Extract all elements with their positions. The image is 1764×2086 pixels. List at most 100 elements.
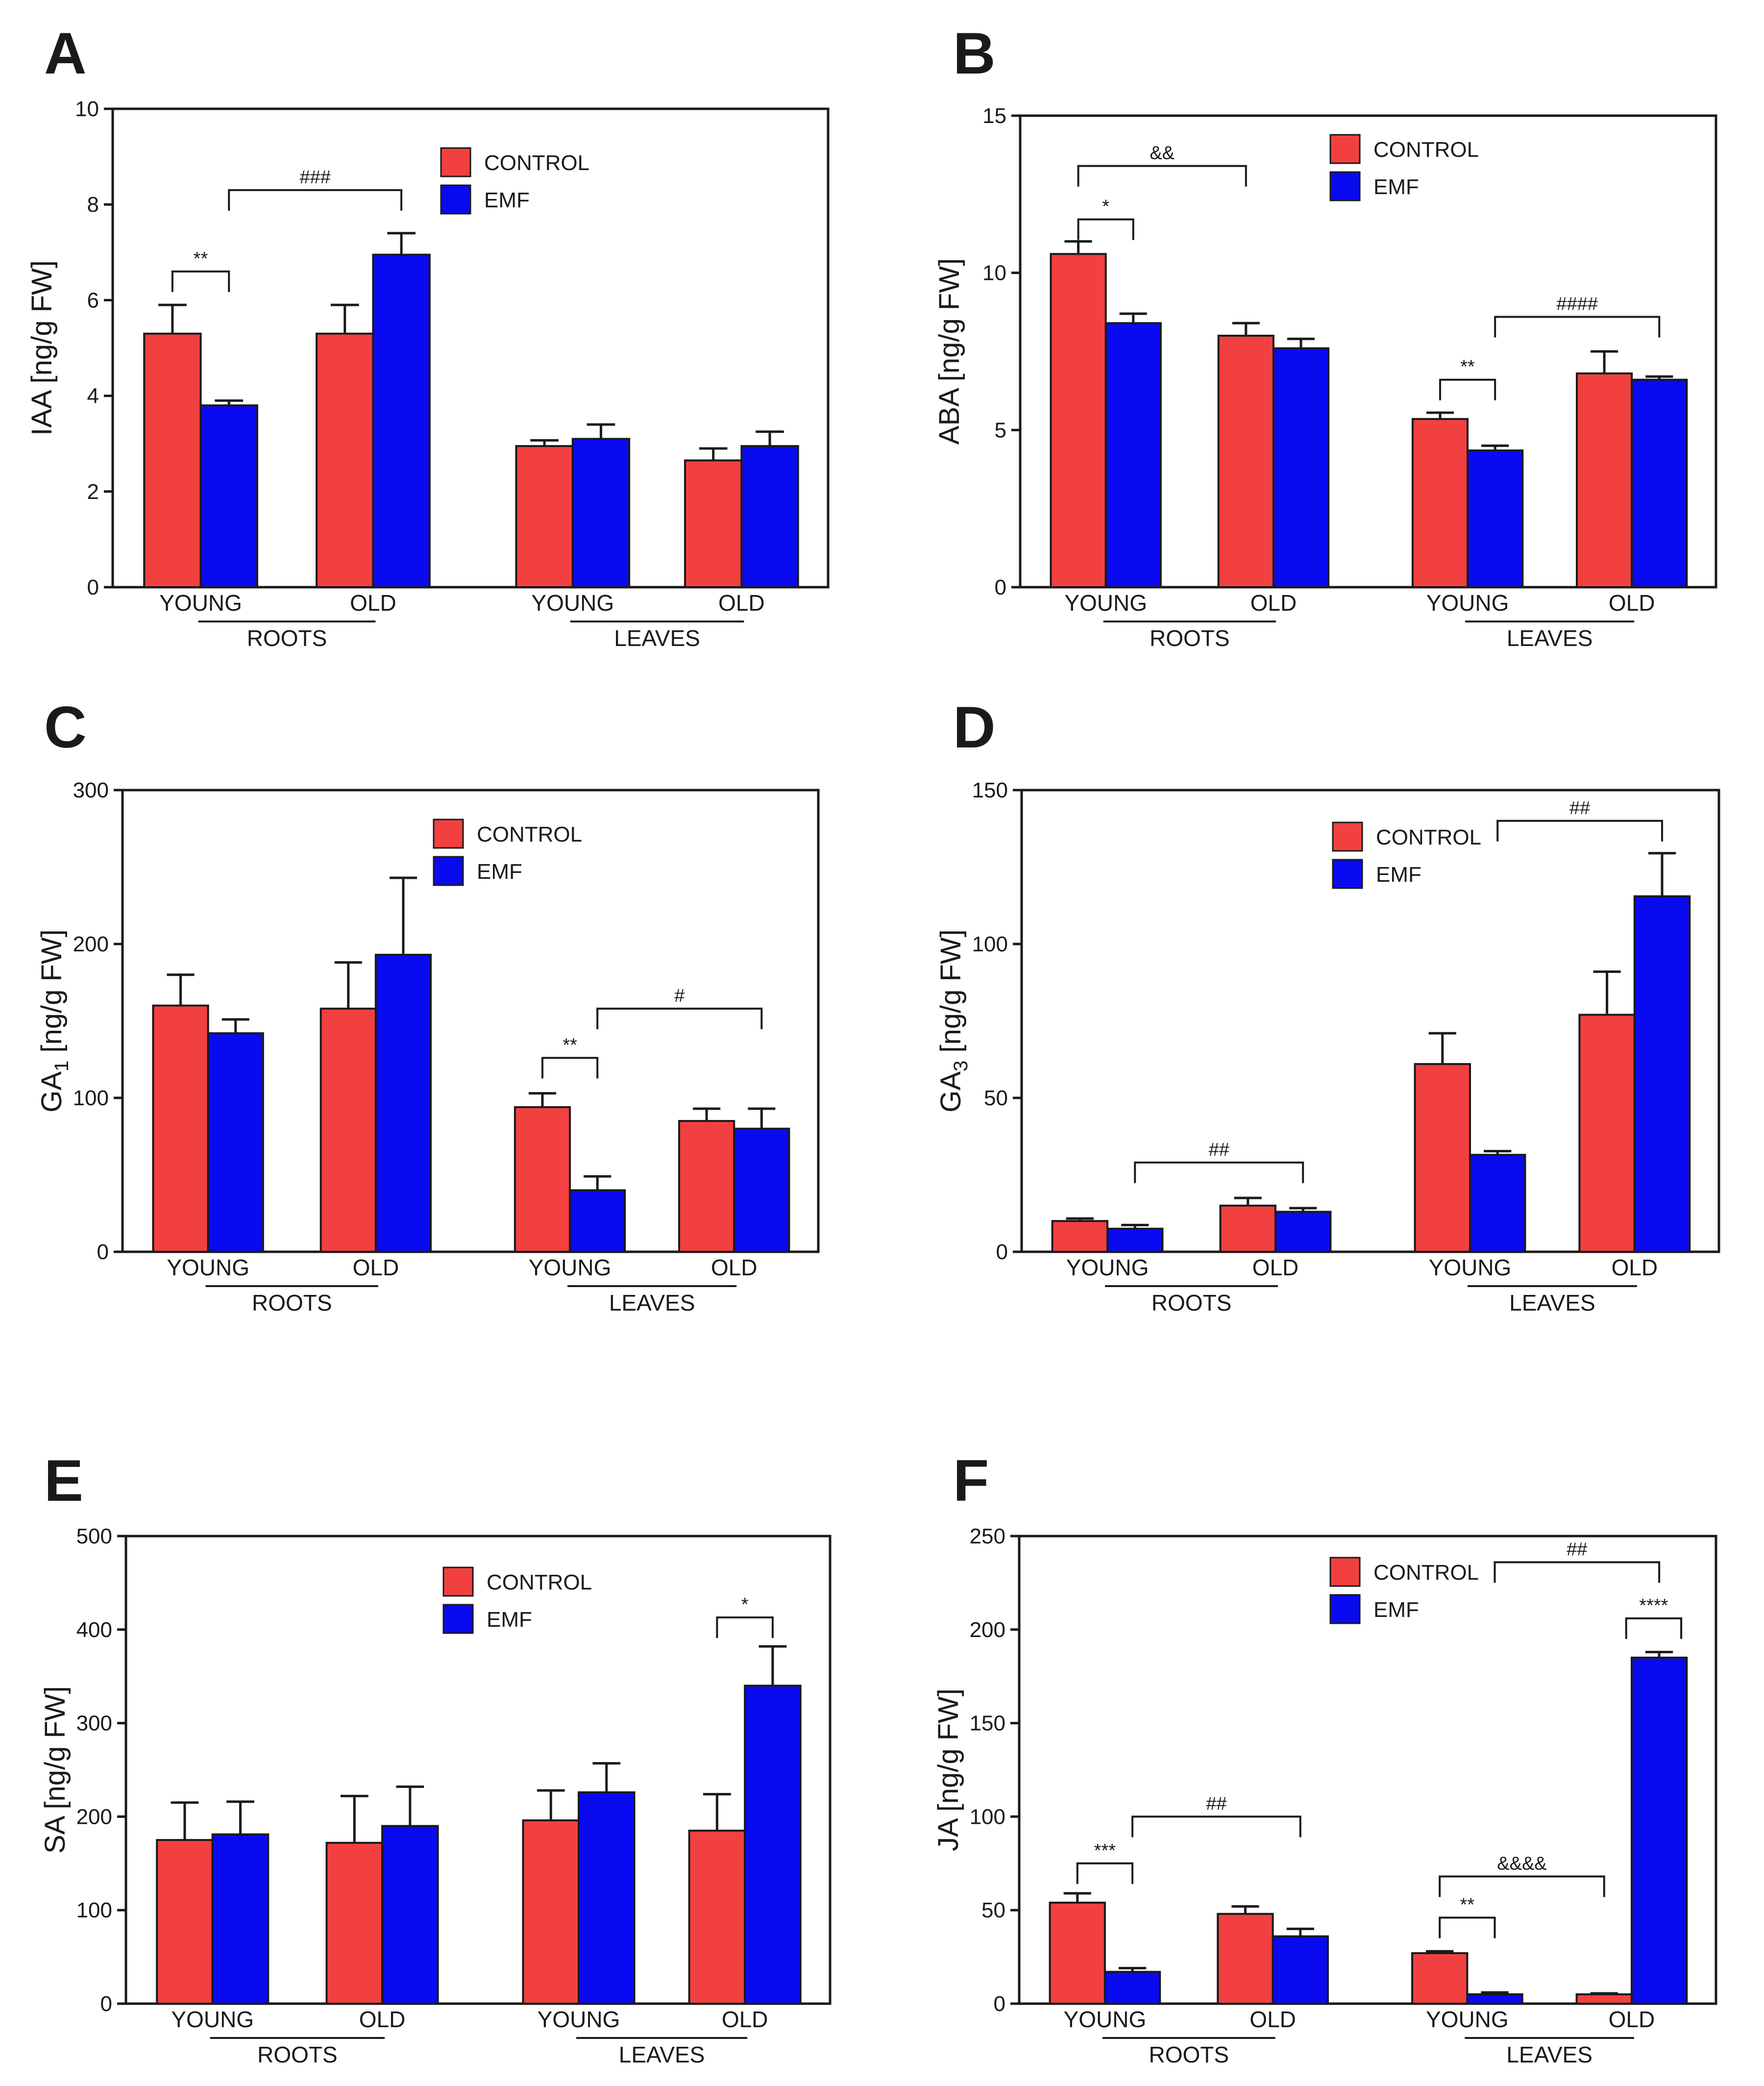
significance-label: * — [1102, 197, 1109, 217]
group-label: LEAVES — [619, 2042, 705, 2067]
significance-bracket — [1077, 165, 1247, 187]
legend-swatch-control — [1329, 134, 1361, 164]
significance-bracket — [1134, 1161, 1304, 1183]
chart-panel-d: D 0 50 100 150 GA3 [ng/g FW] YOUNG OLD YOUNG OLD R… — [935, 695, 1720, 1316]
significance-label: ** — [563, 1035, 577, 1055]
panel-letter: C — [44, 695, 87, 760]
legend-swatch-control — [1332, 821, 1363, 852]
bar-control-young — [1411, 1952, 1469, 2005]
bar-emf-young — [1106, 1227, 1164, 1253]
bar-control-young — [152, 1004, 209, 1253]
legend-swatch-control — [1329, 1557, 1361, 1587]
group-label: LEAVES — [609, 1290, 695, 1316]
bar-emf-young — [199, 404, 258, 588]
bar-emf-old — [1631, 378, 1688, 588]
group-label: ROOTS — [257, 2042, 338, 2067]
legend-swatch-control — [440, 147, 471, 177]
plot-frame — [1018, 1535, 1717, 2005]
y-tick-label: 8 — [87, 193, 99, 217]
category-label: YOUNG — [1429, 1255, 1512, 1280]
y-tick-label: 15 — [982, 104, 1006, 128]
significance-bracket — [1077, 218, 1134, 240]
legend-label-control: CONTROL — [1373, 1561, 1479, 1585]
significance-label: * — [741, 1594, 749, 1615]
category-label: OLD — [350, 590, 396, 616]
y-tick-label: 250 — [970, 1524, 1005, 1548]
category-label: YOUNG — [538, 2007, 620, 2032]
legend-swatch-emf — [442, 1604, 474, 1634]
significance-bracket — [171, 270, 230, 292]
bar-control-old — [1219, 1204, 1276, 1253]
significance-label: ## — [1206, 1793, 1226, 1814]
y-tick-label: 0 — [87, 575, 99, 599]
category-label: OLD — [359, 2007, 406, 2032]
bar-emf-young — [207, 1032, 264, 1253]
significance-bracket — [1439, 1875, 1605, 1897]
bar-emf-old — [1272, 347, 1330, 588]
bar-emf-young — [1467, 449, 1524, 589]
category-label: OLD — [1609, 590, 1655, 616]
bar-emf-old — [374, 953, 432, 1253]
significance-bracket — [1131, 1815, 1301, 1838]
bar-control-old — [316, 332, 374, 588]
bar-emf-old — [381, 1825, 439, 2005]
y-tick-label: 100 — [970, 1805, 1005, 1829]
y-tick-label: 500 — [76, 1524, 112, 1548]
category-label: YOUNG — [1426, 590, 1509, 616]
category-label: OLD — [1612, 1255, 1658, 1280]
bar-emf-young — [1104, 322, 1162, 588]
bar-control-old — [688, 1830, 746, 2005]
y-tick-label: 0 — [996, 1240, 1008, 1264]
legend-label-control: CONTROL — [477, 822, 582, 846]
group-label: LEAVES — [1506, 2042, 1592, 2067]
significance-bracket — [228, 189, 403, 211]
bar-emf-old — [1272, 1935, 1329, 2005]
significance-label: *** — [1094, 1840, 1116, 1861]
y-tick-label: 2 — [87, 480, 99, 504]
y-tick-label: 10 — [982, 261, 1006, 285]
category-label: OLD — [722, 2007, 768, 2032]
plot-frame — [1020, 789, 1720, 1253]
significance-label: ## — [1209, 1140, 1229, 1160]
legend-label-emf: EMF — [477, 860, 522, 884]
significance-label: ** — [1460, 357, 1475, 377]
y-tick-label: 10 — [75, 97, 99, 121]
category-label: YOUNG — [1066, 1255, 1149, 1280]
bar-control-old — [1217, 1912, 1274, 2005]
panel-letter: F — [953, 1448, 989, 1514]
y-tick-label: 200 — [76, 1805, 112, 1829]
y-tick-label: 300 — [76, 1712, 112, 1736]
y-tick-label: 4 — [87, 384, 99, 408]
legend-label-emf: EMF — [487, 1608, 532, 1632]
bar-control-young — [143, 332, 202, 588]
group-label: ROOTS — [252, 1290, 332, 1316]
bar-control-young — [1050, 253, 1107, 588]
bar-control-young — [1414, 1063, 1471, 1253]
category-label: OLD — [1250, 590, 1297, 616]
significance-bracket — [1439, 1916, 1496, 1938]
chart-panel-c: C 0 100 200 300 GA1 [ng/g FW] YOUNG OLD YOUNG OLD… — [36, 695, 820, 1316]
bar-emf-young — [1466, 1993, 1523, 2005]
significance-bracket — [1625, 1617, 1683, 1639]
y-tick-label: 0 — [994, 1992, 1005, 2016]
significance-label: &&&& — [1497, 1854, 1546, 1874]
significance-bracket — [1494, 316, 1661, 338]
plot-frame — [124, 1535, 832, 2005]
y-tick-label: 100 — [73, 1086, 109, 1110]
panel-letter: A — [44, 21, 87, 86]
significance-bracket — [1496, 820, 1664, 842]
legend-label-control: CONTROL — [1373, 138, 1479, 162]
legend-label-emf: EMF — [484, 188, 530, 212]
bar-emf-old — [1274, 1211, 1332, 1253]
significance-bracket — [1439, 378, 1496, 400]
significance-bracket — [541, 1057, 599, 1079]
significance-label: ## — [1567, 1539, 1587, 1560]
significance-bracket — [716, 1616, 774, 1638]
legend-swatch-control — [433, 819, 464, 849]
bar-control-young — [1051, 1220, 1109, 1253]
y-tick-label: 200 — [970, 1618, 1005, 1642]
significance-label: ** — [1460, 1894, 1475, 1915]
significance-label: ## — [1569, 798, 1590, 819]
y-tick-label: 0 — [97, 1240, 109, 1264]
significance-bracket — [1076, 1862, 1134, 1884]
